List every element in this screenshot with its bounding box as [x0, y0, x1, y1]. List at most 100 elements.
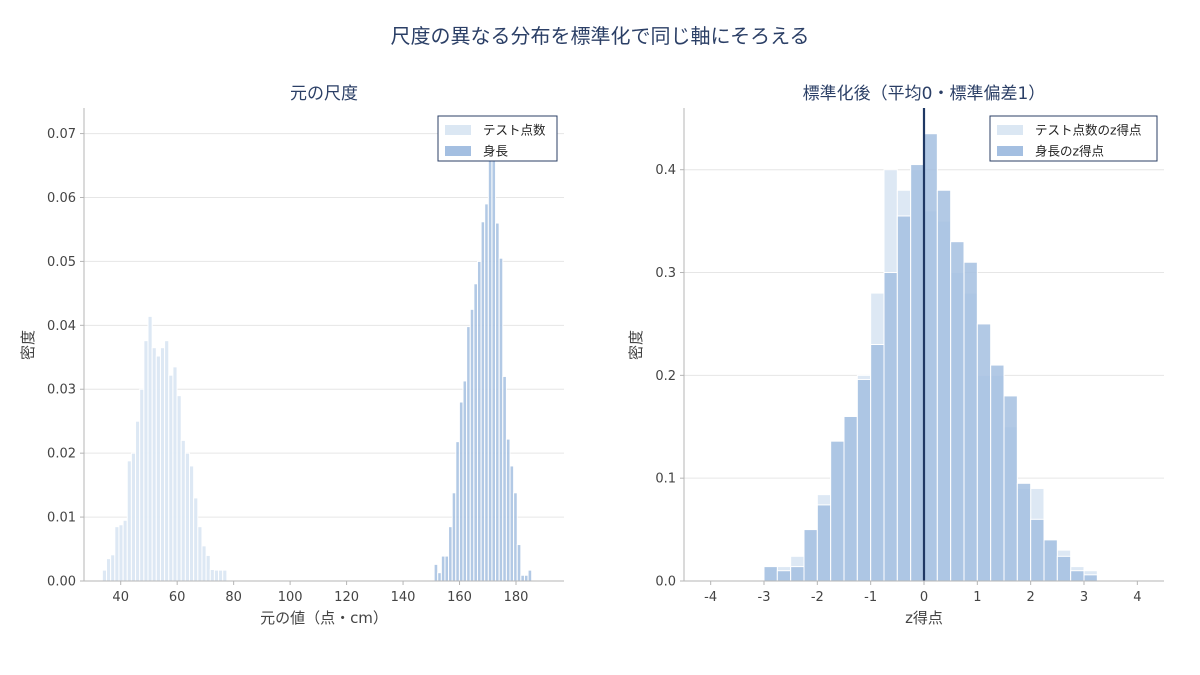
right-x-axis-label: z得点	[905, 609, 943, 627]
right-bar-series-2	[803, 529, 818, 582]
left-x-tick-label: 80	[225, 590, 242, 605]
right-bar-series-2	[1083, 574, 1098, 582]
left-bar-series-2	[455, 441, 460, 582]
left-bar-series-2	[469, 308, 475, 582]
left-bar-series-2	[462, 380, 468, 582]
left-bar-series-2	[520, 574, 525, 582]
left-bar-series-2	[451, 492, 457, 582]
figure-title: 尺度の異なる分布を標準化で同じ軸にそろえる	[391, 24, 810, 48]
left-y-tick-label: 0.01	[47, 511, 76, 526]
left-bar-series-1	[213, 569, 220, 582]
left-bar-series-1	[135, 420, 141, 582]
left-bar-series-2	[523, 574, 529, 582]
right-bar-series-2	[776, 570, 792, 582]
left-bar-series-1	[189, 465, 195, 582]
left-bar-series-2	[473, 283, 478, 582]
left-y-tick-label: 0.05	[47, 255, 76, 270]
left-y-axis-label: 密度	[19, 330, 37, 360]
left-bar-series-1	[218, 569, 224, 582]
left-bar-series-1	[176, 395, 182, 582]
left-x-axis-label: 元の値（点・cm）	[260, 609, 388, 627]
right-bar-series-2	[976, 323, 992, 582]
right-bar-series-2	[990, 364, 1005, 582]
left-bar-series-1	[118, 524, 124, 582]
left-y-tick-label: 0.00	[47, 575, 76, 590]
left-bar-series-2	[466, 326, 471, 582]
left-bar-series-2	[498, 257, 504, 582]
left-bar-series-1	[139, 388, 145, 582]
right-bar-series-2	[1070, 570, 1085, 582]
left-panel-title: 元の尺度	[290, 84, 358, 104]
right-bar-series-2	[1016, 482, 1032, 582]
left-bar-series-1	[168, 374, 174, 582]
right-bar-series-2	[816, 504, 832, 582]
right-panel: 標準化後（平均0・標準偏差1） z得点 密度 0.0 0.1 0.2 0.3 0.4 -4…	[627, 84, 1164, 627]
right-x-tick-label: 1	[973, 590, 981, 605]
left-bar-series-1	[205, 554, 211, 582]
left-bar-series-1	[147, 315, 153, 582]
left-x-tick-label: 160	[447, 590, 472, 605]
left-bar-series-1	[164, 340, 170, 582]
right-bar-series-2	[1043, 539, 1058, 582]
right-bar-series-2	[963, 261, 978, 582]
left-bar-series-2	[484, 203, 489, 582]
right-x-tick-label: 2	[1027, 590, 1035, 605]
right-bar-series-2	[1003, 395, 1018, 582]
left-bar-series-2	[527, 569, 533, 582]
left-bar-series-2	[513, 492, 518, 582]
right-x-tick-label: -3	[758, 590, 771, 605]
left-bar-series-2	[444, 555, 450, 582]
right-bar-series-2	[950, 241, 965, 582]
right-legend-label-2: 身長のz得点	[1035, 144, 1104, 159]
right-x-tick-label: -2	[811, 590, 824, 605]
right-bar-series-2	[763, 566, 778, 582]
left-bar-series-1	[159, 347, 166, 582]
left-bar-series-2	[433, 563, 439, 582]
right-y-tick-label: 0.2	[655, 369, 676, 384]
left-bar-series-1	[209, 568, 215, 582]
left-bar-series-1	[201, 545, 207, 582]
left-bar-series-1	[193, 497, 199, 582]
right-bar-series-2	[856, 378, 872, 582]
right-legend-swatch-1	[997, 125, 1023, 135]
left-bar-series-2	[440, 555, 446, 582]
left-bar-series-1	[122, 519, 128, 582]
left-y-tick-label: 0.02	[47, 447, 76, 462]
left-bar-series-2	[480, 221, 486, 582]
left-bar-series-1	[110, 554, 116, 582]
right-x-tick-label: 4	[1133, 590, 1141, 605]
left-bar-series-1	[151, 347, 157, 582]
right-y-tick-label: 0.3	[655, 266, 676, 281]
right-x-tick-label: 3	[1080, 590, 1088, 605]
left-bar-series-2	[509, 465, 515, 582]
left-panel: 元の尺度 元の値（点・cm） 密度 0.00 0.01 0.02 0.03 0.04 0.…	[19, 84, 564, 627]
left-legend-swatch-2	[445, 146, 471, 156]
left-bar-series-1	[143, 340, 149, 582]
left-bar-series-1	[180, 439, 186, 582]
right-bar-series-2	[883, 272, 898, 582]
left-x-tick-label: 100	[278, 590, 303, 605]
left-bar-series-2	[502, 375, 507, 582]
left-x-tick-label: 40	[112, 590, 129, 605]
left-bar-series-1	[106, 558, 112, 582]
left-y-tick-label: 0.04	[47, 319, 76, 334]
left-bar-series-1	[126, 460, 132, 582]
left-bar-series-1	[130, 452, 137, 582]
right-x-tick-label: 0	[920, 590, 928, 605]
right-bar-series-2	[923, 133, 938, 582]
left-bar-series-1	[184, 452, 191, 582]
left-bar-series-1	[101, 569, 108, 582]
right-bar-series-2	[910, 164, 925, 582]
right-y-tick-label: 0.1	[655, 472, 676, 487]
left-legend-label-1: テスト点数	[483, 123, 546, 138]
right-bar-series-2	[830, 440, 845, 582]
right-panel-title: 標準化後（平均0・標準偏差1）	[803, 84, 1046, 104]
left-legend-swatch-1	[445, 125, 471, 135]
left-bar-series-2	[476, 260, 482, 582]
right-bar-series-2	[1056, 555, 1072, 582]
right-bar-series-2	[870, 344, 885, 582]
left-bar-series-1	[114, 526, 120, 582]
